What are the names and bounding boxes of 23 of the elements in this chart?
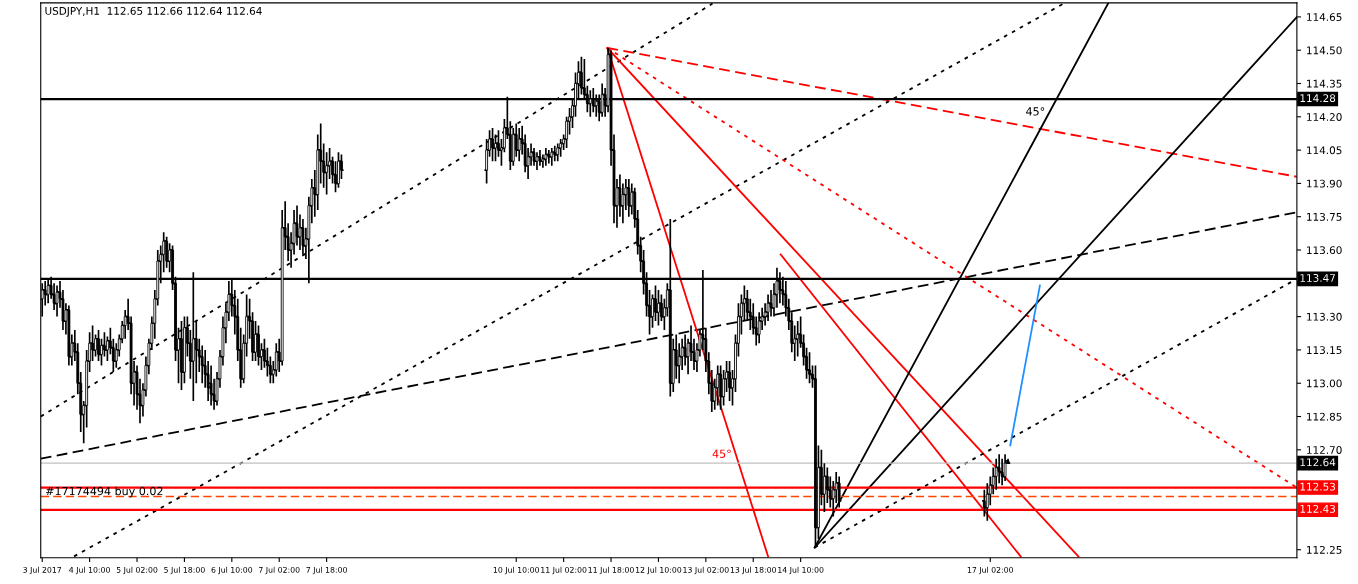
y-tick-label: 114.65 — [1307, 13, 1342, 22]
series-label: 45° — [712, 449, 731, 458]
y-tick-label: 114.35 — [1307, 79, 1342, 88]
y-tick-label: 113.75 — [1307, 212, 1342, 221]
ref-line-label: 112.43 — [1300, 504, 1336, 513]
y-tick-label: 114.50 — [1307, 46, 1342, 55]
y-tick-label: 112.85 — [1307, 412, 1342, 421]
ref-line-label: 113.47 — [1300, 274, 1335, 282]
series-label: 45° — [1026, 107, 1045, 116]
ref-line-label: 112.53 — [1300, 482, 1336, 491]
y-tick-label: 113.00 — [1307, 379, 1342, 388]
y-tick-label: 113.30 — [1307, 312, 1342, 321]
ref-line-label: 112.64 — [1300, 458, 1336, 467]
y-tick-label: 112.25 — [1307, 545, 1342, 554]
y-tick-label: 114.05 — [1307, 146, 1342, 155]
y-tick-label: 112.70 — [1307, 446, 1342, 454]
y-tick-label: 113.90 — [1307, 179, 1342, 188]
annotation: #17174494 buy 0.02 — [46, 486, 163, 498]
y-tick-label: 113.15 — [1307, 346, 1342, 355]
chart-title: USDJPY,H1 112.65 112.66 112.64 112.64 — [45, 6, 262, 17]
y-tick-label: 114.20 — [1307, 113, 1342, 121]
y-tick-label: 113.60 — [1307, 246, 1342, 255]
ref-line-label: 114.28 — [1300, 94, 1336, 103]
